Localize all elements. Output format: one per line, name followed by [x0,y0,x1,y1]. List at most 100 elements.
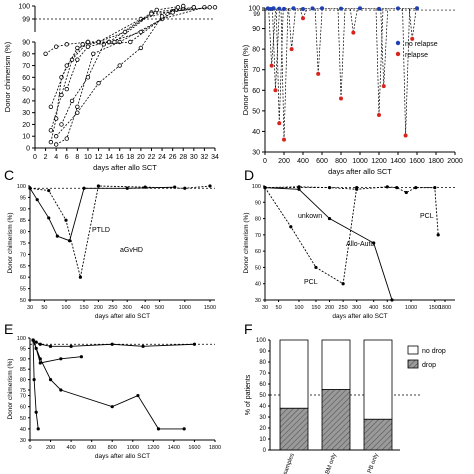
y-tick-label: 10 [22,134,30,141]
bar-no-drop [363,339,393,420]
legend-label-drop: drop [422,362,436,369]
dip-line [380,9,385,87]
point-no-relapse [377,6,381,11]
data-point [141,344,145,348]
panel-label-c: C [4,167,14,183]
x-tick-label: 32 [201,154,209,161]
data-point [75,110,80,115]
category-label: drop PB only [362,453,379,474]
point-relapse [403,133,408,138]
y-axis-label: Donor chimerism (%) [3,41,12,112]
data-point [48,139,54,145]
data-point [75,45,80,51]
series-line [32,339,185,430]
y-tick-label: 90 [20,207,26,213]
bar-drop [279,407,309,451]
y-tick-label: 60 [259,382,266,388]
data-point [53,44,59,49]
x-tick-label: 200 [94,305,103,311]
point-relapse [277,121,282,126]
x-axis-label: days after allo SCT [95,313,150,320]
data-point [208,184,212,188]
y-tick-label: 90 [259,349,266,355]
x-tick-label: 6 [65,154,69,161]
point-no-relapse [415,6,419,11]
x-axis-label: days after allo SCT [328,167,392,176]
point-relapse [377,112,381,117]
data-point [48,128,54,133]
series-line [50,8,184,143]
y-tick-label: 40 [22,98,30,105]
series-line [55,6,205,145]
data-point [91,51,96,56]
y-tick-label: 40 [252,129,260,136]
x-tick-label: 600 [87,445,96,451]
recovery-line [291,8,296,50]
x-tick-label: 200 [325,305,334,311]
y-tick-label: 30 [255,298,261,304]
y-tick-label: 50 [22,87,30,94]
data-point [156,427,161,431]
dip-line [408,8,413,39]
point-relapse [282,137,286,142]
panel-label-d: D [244,167,254,183]
y-tick-label: 70 [20,394,26,400]
legend-swatch-no-drop [407,345,419,355]
y-tick-label: 0 [26,146,30,153]
category-label: drop BM only [320,453,338,474]
y-tick-label: 80 [20,230,26,236]
x-tick-label: 250 [339,305,348,311]
data-point [55,234,59,238]
x-tick-label: 30 [27,305,33,311]
x-tick-label: 0 [28,445,31,451]
x-tick-label: 200 [46,445,55,451]
y-tick-label: 85 [20,218,26,224]
x-tick-label: 300 [352,305,361,311]
annotation-unknown: unkown [298,213,322,220]
y-tick-label: 60 [22,75,30,82]
y-tick-label: 0 [263,448,267,454]
data-point [28,186,32,190]
data-point [125,186,129,190]
data-point [64,63,69,68]
data-point [297,187,301,191]
data-point [59,122,64,127]
legend-marker-relapse [395,51,401,57]
data-point [414,186,418,190]
data-point [289,225,293,229]
y-tick-label: 60 [20,405,26,411]
recovery-line [383,8,389,87]
x-tick-label: 1000 [179,305,191,311]
x-tick-label: 26 [169,154,177,161]
annotation-agvhd: aGvHD [120,247,143,254]
series-line [32,339,195,347]
legend-label-no-drop: no drop [422,348,446,355]
y-tick-label: 100 [252,184,261,190]
point-no-relapse [271,6,276,11]
data-point [68,239,72,243]
x-tick-label: 16 [116,154,124,161]
x-tick-label: 300 [123,305,132,311]
y-tick-label: 10 [259,437,266,443]
panel-label-f: F [244,321,253,337]
y-tick-label: 99 [253,12,260,18]
dip-line [272,9,276,91]
dip-line [288,9,292,50]
data-point [35,198,39,202]
x-tick-label: 1400 [390,158,406,165]
data-point [182,427,186,431]
data-point [149,11,154,16]
y-tick-label: 50 [255,265,261,271]
recovery-line [283,8,289,140]
point-relapse [289,47,294,52]
y-tick-label: 40 [255,282,261,288]
legend-swatch-drop [407,359,419,369]
data-point [85,75,91,80]
data-point [159,14,165,19]
data-point [43,51,48,56]
data-point [48,104,54,109]
data-point [64,218,68,222]
data-point [34,410,38,414]
